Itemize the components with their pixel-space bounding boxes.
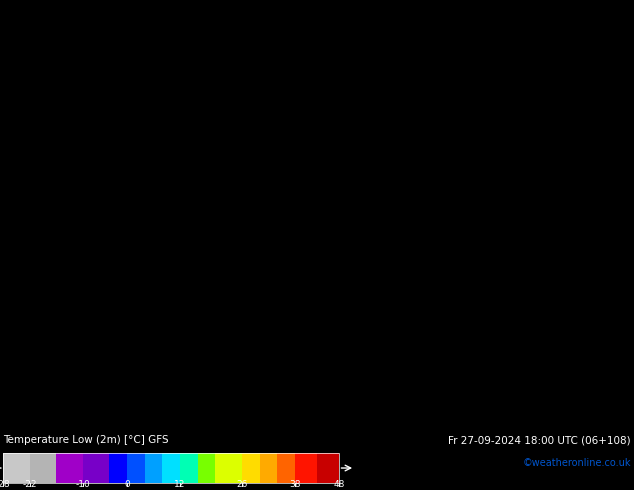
- Bar: [242, 453, 259, 483]
- Text: 38: 38: [289, 480, 301, 489]
- Text: 26: 26: [236, 480, 248, 489]
- Bar: [145, 453, 162, 483]
- Text: 12: 12: [174, 480, 186, 489]
- Text: ©weatheronline.co.uk: ©weatheronline.co.uk: [522, 458, 631, 468]
- Bar: [162, 453, 180, 483]
- Bar: [216, 453, 242, 483]
- Bar: [127, 453, 145, 483]
- Bar: [3, 453, 339, 483]
- Bar: [83, 453, 109, 483]
- Bar: [56, 453, 83, 483]
- Bar: [180, 453, 198, 483]
- Bar: [259, 453, 277, 483]
- Bar: [277, 453, 295, 483]
- Bar: [30, 453, 56, 483]
- Text: -10: -10: [75, 480, 90, 489]
- Text: Fr 27-09-2024 18:00 UTC (06+108): Fr 27-09-2024 18:00 UTC (06+108): [448, 435, 631, 445]
- Bar: [295, 453, 317, 483]
- Bar: [198, 453, 216, 483]
- Bar: [3, 453, 30, 483]
- Text: 48: 48: [333, 480, 345, 489]
- Text: Temperature Low (2m) [°C] GFS: Temperature Low (2m) [°C] GFS: [3, 435, 169, 445]
- Text: -22: -22: [22, 480, 37, 489]
- Bar: [109, 453, 127, 483]
- Text: 0: 0: [124, 480, 130, 489]
- Text: -28: -28: [0, 480, 11, 489]
- Bar: [317, 453, 339, 483]
